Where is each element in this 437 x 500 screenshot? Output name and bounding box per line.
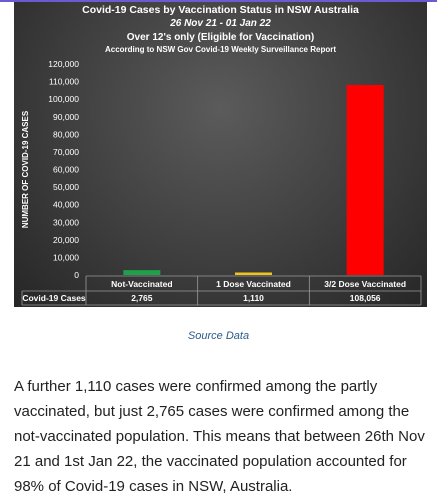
bar [235, 272, 272, 275]
y-tick-label: 50,000 [53, 182, 79, 192]
x-tick-label: 1 Dose Vaccinated [216, 279, 291, 289]
chart-subtitle-dates: 26 Nov 21 - 01 Jan 22 [170, 18, 271, 29]
chart-subtitle-source: According to NSW Gov Covid-19 Weekly Sur… [104, 45, 336, 54]
y-tick-label: 70,000 [53, 147, 79, 157]
y-tick-label: 110,000 [49, 77, 79, 87]
y-tick-label: 40,000 [53, 200, 79, 210]
y-tick-label: 30,000 [53, 217, 79, 227]
data-table-value: 1,110 [243, 293, 264, 303]
y-tick-label: 90,000 [53, 112, 79, 122]
y-tick-label: 60,000 [53, 165, 79, 175]
x-tick-label: 3/2 Dose Vaccinated [324, 279, 406, 289]
bar-chart: 0 10,000 20,000 30,000 40,000 50,000 60,000 70,… [21, 59, 422, 306]
data-table-value: 2,765 [131, 293, 153, 303]
y-tick-label: 100,000 [48, 94, 79, 104]
top-accent-line [0, 0, 437, 2]
bar [346, 85, 384, 276]
source-data-caption: Source Data [187, 330, 250, 342]
data-table-row-label: Covid-19 Cases [22, 293, 86, 303]
y-tick-label: 10,000 [53, 252, 79, 262]
data-table-value: 108,056 [350, 293, 381, 303]
chart-title: Covid-19 Cases by Vaccination Status in … [82, 4, 359, 16]
bar [123, 270, 161, 275]
article-paragraph: A further 1,110 cases were confirmed amo… [14, 378, 425, 495]
y-tick-label: 0 [74, 270, 79, 280]
x-tick-label: Not-Vaccinated [111, 279, 172, 289]
chart-subtitle-eligibility: Over 12's only (Eligible for Vaccination… [126, 32, 315, 43]
y-tick-label: 120,000 [48, 59, 79, 69]
y-axis-title: NUMBER OF COVID-19 CASES [21, 110, 30, 228]
y-tick-label: 20,000 [53, 235, 79, 245]
y-tick-label: 80,000 [53, 129, 79, 139]
chart-panel: Covid-19 Cases by Vaccination Status in … [14, 2, 427, 307]
